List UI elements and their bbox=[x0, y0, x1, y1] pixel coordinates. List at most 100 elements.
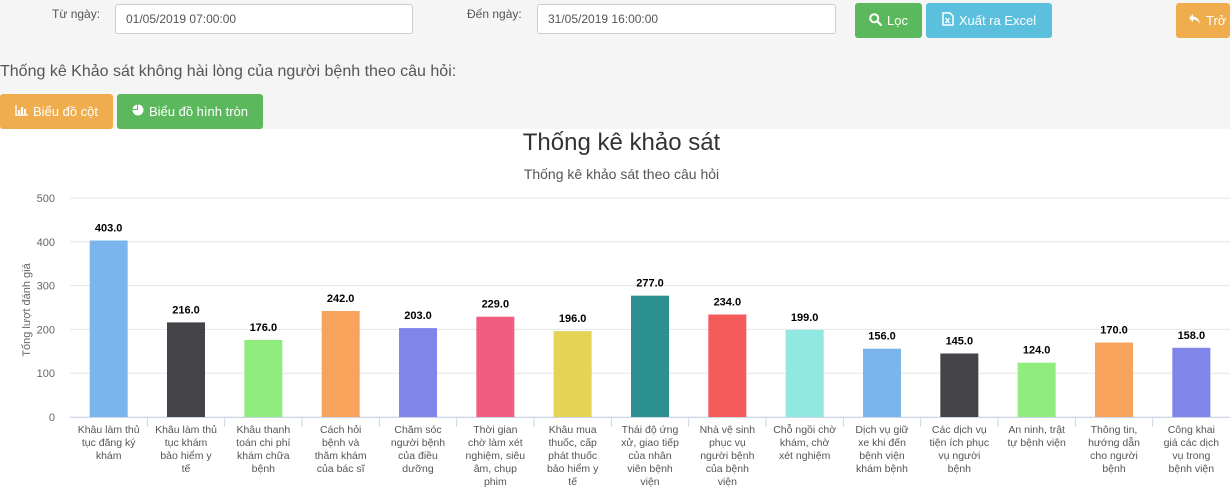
x-tick-label-line: Công khai bbox=[1168, 424, 1215, 436]
excel-file-icon bbox=[942, 12, 954, 29]
data-label: 229.0 bbox=[482, 299, 510, 311]
bar bbox=[321, 311, 360, 417]
x-tick-label: Chỗ ngồi chờ khám, chờ xét nghiệm bbox=[773, 423, 836, 462]
export-excel-label: Xuất ra Excel bbox=[958, 13, 1037, 28]
x-tick-label-line: khám bệnh bbox=[856, 463, 908, 475]
pie-chart-icon bbox=[132, 104, 144, 119]
x-tick-label-line: tiện ích phục bbox=[930, 437, 990, 449]
data-label: 199.0 bbox=[791, 312, 819, 324]
bar bbox=[1095, 342, 1133, 417]
filter-button[interactable]: Lọc bbox=[855, 3, 922, 38]
x-tick-label-line: bệnh viện bbox=[859, 450, 905, 462]
x-tick-label-line: Khâu làm thủ bbox=[155, 424, 217, 436]
x-tick-label-line: người bệnh bbox=[391, 437, 445, 449]
x-tick-label-line: Khâu thanh bbox=[236, 424, 290, 436]
x-tick-label-line: Dịch vụ giữ bbox=[855, 424, 908, 436]
from-date-input[interactable]: 01/05/2019 07:00:00 bbox=[115, 4, 413, 34]
section-title: Thống kê Khảo sát không hài lòng của ngư… bbox=[0, 63, 457, 80]
bar bbox=[1017, 362, 1056, 417]
back-button-label: Trở bbox=[1206, 13, 1227, 28]
bar bbox=[476, 316, 515, 417]
data-label: 158.0 bbox=[1178, 330, 1206, 342]
x-tick-label: Công khai giá các dịch vụ trong bệnh viện bbox=[1164, 424, 1220, 475]
x-tick-label-line: khám, chờ bbox=[780, 437, 830, 449]
bar bbox=[1172, 347, 1211, 417]
data-label: 124.0 bbox=[1023, 345, 1051, 357]
x-tick-label-line: cho người bbox=[1090, 450, 1138, 462]
x-tick-label-line: phát thuốc bbox=[548, 450, 597, 462]
bar-chart-icon bbox=[15, 104, 28, 119]
bar bbox=[708, 314, 747, 417]
x-tick-label-line: nghiệm, siêu bbox=[466, 450, 526, 462]
x-tick-label-line: khám bbox=[96, 450, 122, 462]
chart-title: Thống kê khảo sát bbox=[522, 129, 721, 156]
x-tick-label-line: xử, giao tiếp bbox=[621, 437, 679, 449]
data-label: 216.0 bbox=[172, 304, 200, 316]
x-tick-label-line: hướng dẫn bbox=[1088, 436, 1140, 449]
x-tick-label-line: phim bbox=[484, 476, 507, 488]
x-tick-label-line: viên bệnh bbox=[627, 463, 673, 475]
x-tick-label-line: bảo hiểm y bbox=[547, 463, 599, 475]
bar bbox=[553, 331, 592, 417]
x-tick-label-line: viện bbox=[640, 476, 659, 488]
data-label: 145.0 bbox=[946, 335, 974, 347]
x-tick-label-line: dưỡng bbox=[402, 463, 434, 475]
x-tick-label-line: bệnh bbox=[1102, 463, 1126, 475]
bar bbox=[785, 329, 824, 417]
x-tick-label-line: Thông tin, bbox=[1091, 424, 1138, 436]
x-tick-label-line: giá các dịch bbox=[1164, 437, 1220, 449]
x-tick-label-line: bệnh và bbox=[322, 437, 360, 449]
x-tick-label-line: xe khi đến bbox=[858, 437, 906, 449]
y-tick-label: 100 bbox=[37, 368, 55, 380]
pie-chart-button-label: Biểu đồ hình tròn bbox=[148, 104, 249, 119]
pie-chart-button[interactable]: Biểu đồ hình tròn bbox=[117, 94, 263, 129]
x-tick-label-line: người bệnh bbox=[700, 450, 754, 462]
x-tick-label-line: Chỗ ngồi chờ bbox=[773, 423, 836, 436]
back-button[interactable]: Trở bbox=[1176, 3, 1230, 38]
reply-icon bbox=[1188, 13, 1201, 28]
x-tick-label: Các dịch vụ tiện ích phục vụ người bệnh bbox=[930, 424, 990, 475]
from-date-label: Từ ngày: bbox=[52, 7, 101, 21]
data-label: 203.0 bbox=[404, 310, 432, 322]
x-tick-label-line: toán chi phí bbox=[236, 437, 290, 449]
bar bbox=[399, 328, 437, 417]
x-tick-label-line: vụ người bbox=[938, 450, 980, 462]
data-label: 176.0 bbox=[250, 322, 278, 334]
x-tick-label-line: An ninh, trật bbox=[1008, 424, 1065, 436]
x-tick-label: Cách hỏi bệnh và thăm khám của bác sĩ bbox=[315, 424, 367, 475]
x-tick-label: Dịch vụ giữ xe khi đến bệnh viện khám bệnh bbox=[855, 424, 908, 475]
data-label: 234.0 bbox=[714, 297, 742, 309]
x-tick-label-line: của bác sĩ bbox=[317, 463, 366, 475]
bar bbox=[167, 322, 205, 417]
x-tick-label-line: tục đăng ký bbox=[82, 437, 136, 449]
bar-chart-button-label: Biểu đồ cột bbox=[32, 104, 99, 119]
data-label: 156.0 bbox=[868, 331, 896, 343]
x-tick-label: An ninh, trật tự bệnh viện bbox=[1007, 424, 1066, 449]
x-tick-label-line: Khâu làm thủ bbox=[78, 424, 140, 436]
x-tick-label-line: Thái độ ứng bbox=[622, 424, 679, 436]
export-excel-button[interactable]: Xuất ra Excel bbox=[926, 3, 1052, 38]
y-tick-label: 200 bbox=[37, 324, 55, 336]
filter-button-label: Lọc bbox=[887, 13, 908, 28]
x-tick-label-line: phục vụ bbox=[709, 437, 746, 449]
y-tick-label: 500 bbox=[37, 193, 55, 205]
data-label: 170.0 bbox=[1100, 325, 1128, 337]
bar bbox=[89, 240, 128, 417]
x-tick-label-line: Chăm sóc bbox=[394, 424, 441, 436]
x-tick-label: Khâu làm thủ tục đăng ký khám bbox=[78, 424, 140, 462]
x-tick-label-line: xét nghiệm bbox=[779, 450, 831, 462]
data-label: 403.0 bbox=[95, 222, 123, 234]
x-tick-label: Khâu làm thủ tục khám bảo hiểm y tế bbox=[155, 424, 217, 475]
bar-chart-button[interactable]: Biểu đồ cột bbox=[0, 94, 113, 129]
bar bbox=[631, 295, 669, 417]
x-tick-label: Thái độ ứng xử, giao tiếp của nhân viên bện… bbox=[621, 424, 679, 488]
x-tick-label-line: của bệnh bbox=[706, 463, 749, 475]
x-tick-label-line: chờ làm xét bbox=[468, 437, 523, 449]
chart-subtitle: Thống kê khảo sát theo câu hỏi bbox=[523, 166, 720, 182]
x-tick-label-line: Khâu mua bbox=[549, 424, 597, 436]
to-date-input[interactable]: 31/05/2019 16:00:00 bbox=[537, 4, 836, 34]
y-tick-label: 400 bbox=[37, 237, 55, 249]
x-tick-label-line: Nhà vệ sinh bbox=[700, 424, 756, 436]
x-tick-label-line: Cách hỏi bbox=[320, 424, 361, 436]
